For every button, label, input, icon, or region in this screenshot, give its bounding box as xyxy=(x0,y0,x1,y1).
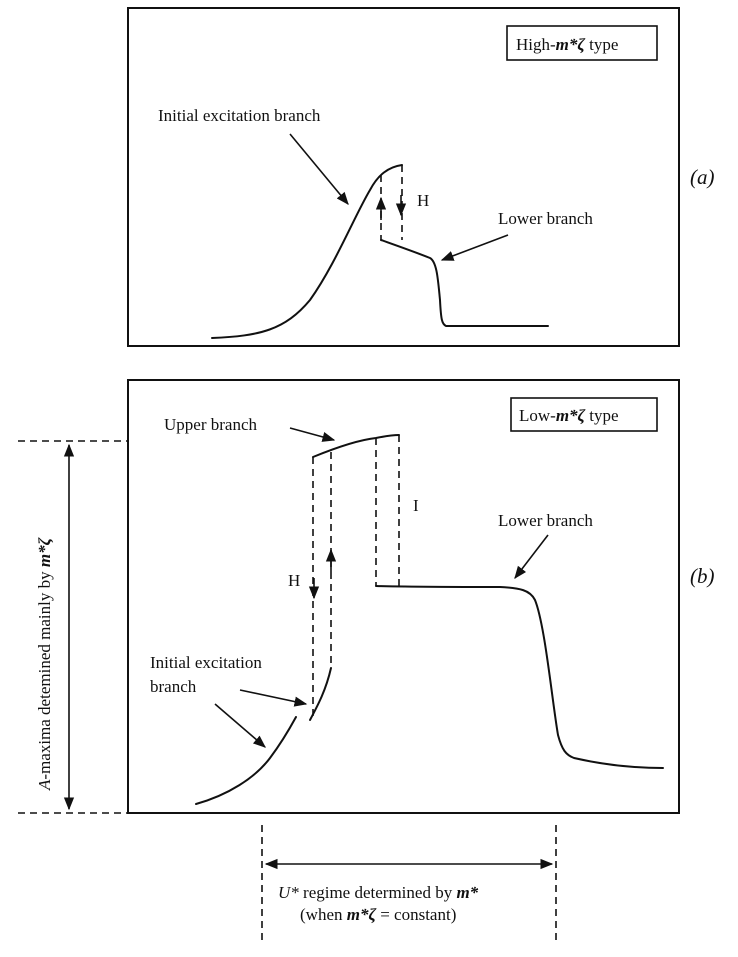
panel-a-hysteresis-label: H xyxy=(417,191,429,210)
panel-a-lower-branch-label: Lower branch xyxy=(498,209,593,228)
panel-a-initial-branch-label: Initial excitation branch xyxy=(158,106,321,125)
panel-b-hysteresis-label: H xyxy=(288,571,300,590)
panel-b-upper-branch-label: Upper branch xyxy=(164,415,257,434)
panel-a-type-box xyxy=(506,25,658,61)
panel-b-intermittent-label: I xyxy=(413,496,419,515)
panel-a: High-m*ζ type (a) H Initial excitation b… xyxy=(127,7,715,347)
panel-a-initial-excitation-curve xyxy=(211,164,403,339)
panel-b-initial-excitation-curve-lower xyxy=(195,716,297,805)
velocity-regime-annotation: U* regime determined by m* (when m*ζ = c… xyxy=(261,825,557,945)
panel-a-frame xyxy=(127,7,680,347)
panel-b-upper-branch-pointer xyxy=(289,427,336,442)
panel-b-frame xyxy=(127,379,680,814)
panel-b-initial-branch-pointer-lower xyxy=(214,703,266,748)
regime-label-line2: (when m*ζ = constant) xyxy=(300,905,456,924)
panel-b-lower-branch-pointer xyxy=(514,534,549,580)
panel-a-type-label: High-m*ζ type xyxy=(516,35,618,54)
panel-b-lower-branch-label: Lower branch xyxy=(498,511,593,530)
panel-b-type-label: Low-m*ζ type xyxy=(519,406,619,425)
amplitude-range-annotation: A-maxima detemined mainly by m*ζ xyxy=(18,440,128,814)
amplitude-range-label: A-maxima detemined mainly by m*ζ xyxy=(35,537,54,791)
panel-b-tag: (b) xyxy=(690,564,715,588)
panel-a-lower-branch-curve xyxy=(380,239,549,327)
regime-label-line1: U* regime determined by m* xyxy=(278,883,479,902)
panel-b-initial-branch-pointer-upper xyxy=(239,689,308,707)
panel-a-initial-branch-pointer xyxy=(289,133,349,205)
panel-b-initial-branch-label-line1: Initial excitation xyxy=(150,653,262,672)
panel-a-tag: (a) xyxy=(690,165,715,189)
panel-b-lower-branch-curve xyxy=(375,585,664,769)
panel-b-initial-branch-label-line2: branch xyxy=(150,677,197,696)
panel-a-lower-branch-pointer xyxy=(440,234,509,261)
panel-b: Low-m*ζ type (b) H I Upper branch Lower … xyxy=(127,379,715,814)
panel-b-initial-excitation-curve-upper xyxy=(309,667,332,721)
panel-b-type-box xyxy=(510,397,658,432)
